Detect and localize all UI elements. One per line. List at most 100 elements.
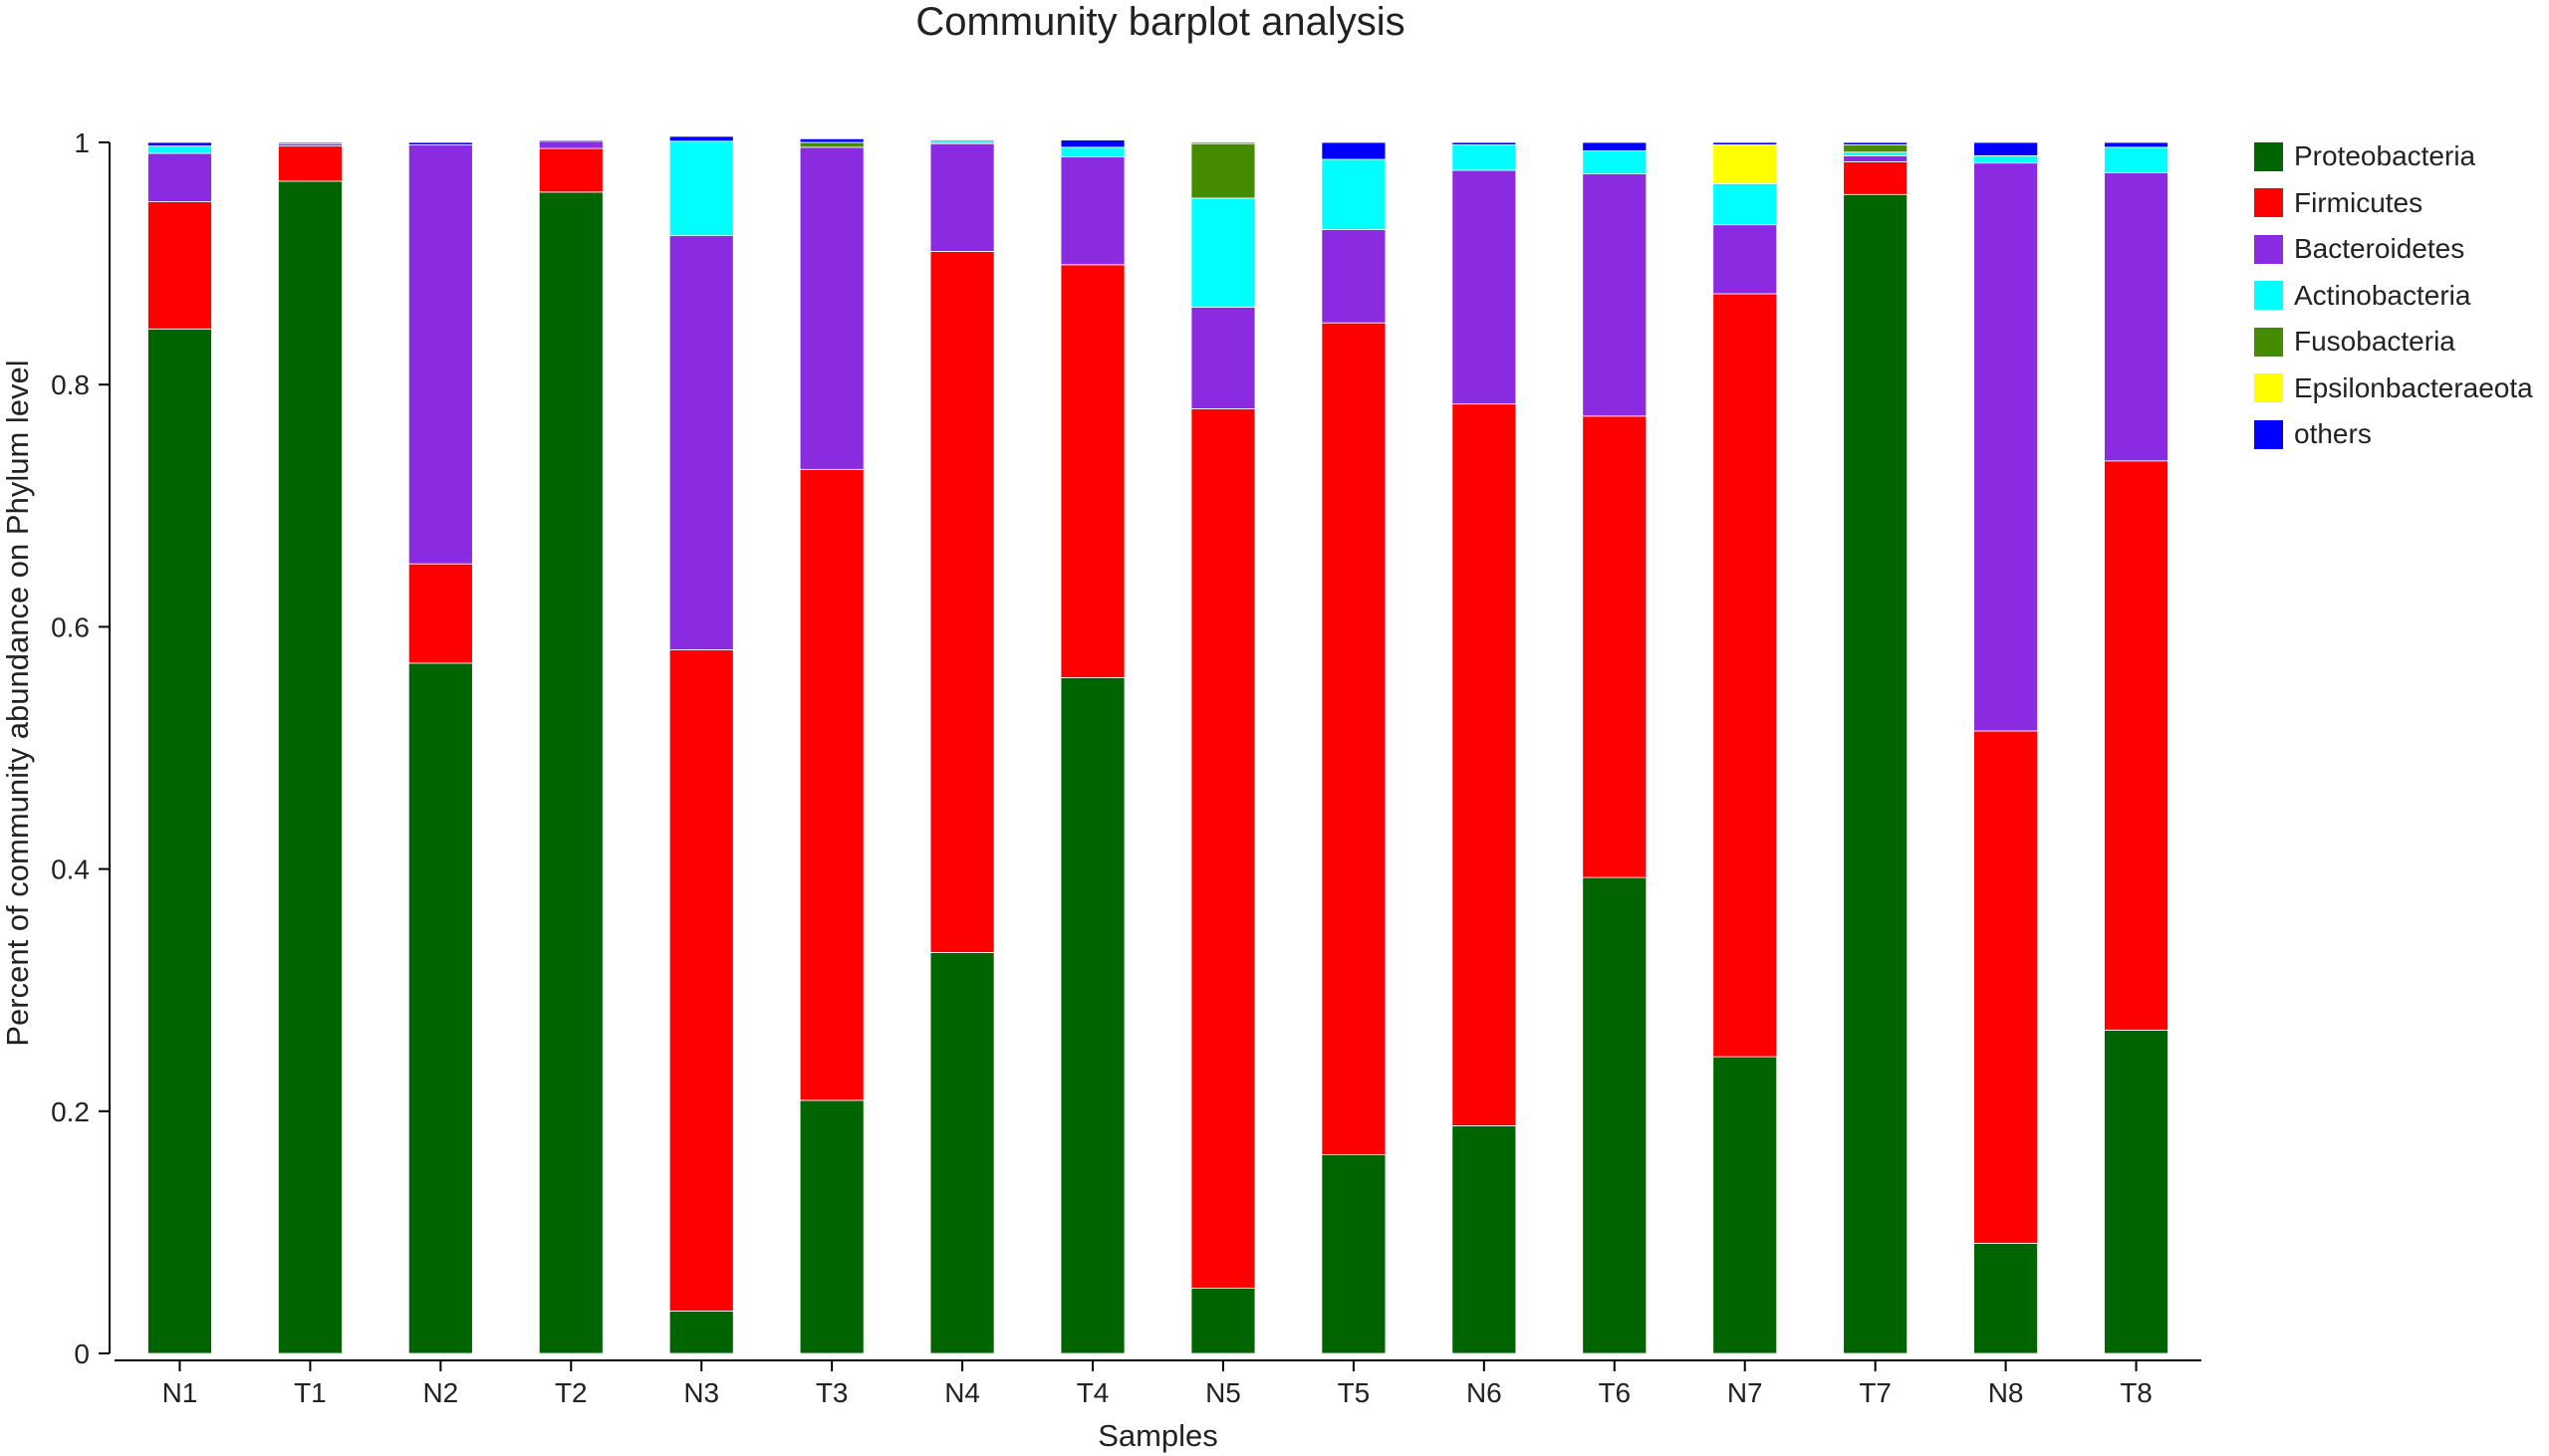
bar-segment-T6-firmicutes xyxy=(1582,415,1648,878)
legend-label: Epsilonbacteraeota xyxy=(2294,371,2533,403)
axes-group: 0 0.2 0.4 0.6 0.8 1 N1 T1 N2 T2 N3 T3 N4 T4 N5 T5 N6 T6 N7… xyxy=(51,127,2201,1408)
y-tick-label: 0.6 xyxy=(51,611,90,642)
bar-segment-N7-firmicutes xyxy=(1712,293,1778,1058)
legend-label: Proteobacteria xyxy=(2294,140,2476,172)
bar-segment-N8-actinobacteria xyxy=(1973,154,2038,164)
bar-segment-N6-others xyxy=(1451,141,1517,145)
bar-segment-T8-proteobacteria xyxy=(2104,1029,2168,1354)
bar-segment-N2-firmicutes xyxy=(407,563,473,664)
bar-segment-T3-proteobacteria xyxy=(799,1099,865,1354)
x-tick-label-N1: N1 xyxy=(162,1377,198,1408)
bar-segment-T1-others xyxy=(278,141,343,144)
x-tick-label-T4: T4 xyxy=(1077,1377,1110,1408)
bar-segment-N3-bacteroidetes xyxy=(668,235,734,650)
legend-label: Actinobacteria xyxy=(2294,279,2471,311)
bar-segment-N1-firmicutes xyxy=(147,201,212,330)
bar-segment-N3-actinobacteria xyxy=(668,140,734,237)
x-axis-label: Samples xyxy=(1098,1418,1218,1453)
legend-label: Bacteroidetes xyxy=(2294,233,2465,265)
legend-item-epsilonbacteraeota: Epsilonbacteraeota xyxy=(2254,365,2533,412)
bar-segment-T3-others xyxy=(799,137,865,143)
bar-segment-T4-actinobacteria xyxy=(1060,146,1126,157)
bar-segment-T7-bacteroidetes xyxy=(1843,154,1909,162)
bar-segment-T4-firmicutes xyxy=(1060,264,1126,678)
bar-segment-T7-others xyxy=(1843,141,1909,145)
x-tick-label-N7: N7 xyxy=(1727,1377,1763,1408)
x-tick-label-T5: T5 xyxy=(1338,1377,1371,1408)
bar-segment-T4-others xyxy=(1060,139,1126,148)
bar-segment-N4-bacteroidetes xyxy=(929,142,995,252)
x-tick-label-N3: N3 xyxy=(683,1377,719,1408)
bar-segment-N1-proteobacteria xyxy=(147,328,212,1354)
legend-label: Firmicutes xyxy=(2294,186,2423,218)
legend-label: others xyxy=(2294,418,2372,450)
y-axis-label: Percent of community abundance on Phylum… xyxy=(0,360,35,1047)
bar-segment-N5-fusobacteria xyxy=(1190,142,1256,199)
bar-segment-T8-bacteroidetes xyxy=(2104,171,2168,462)
x-tick-label-T6: T6 xyxy=(1598,1377,1631,1408)
bar-segment-T7-firmicutes xyxy=(1843,161,1909,195)
bar-segment-N6-firmicutes xyxy=(1451,403,1517,1126)
bar-segment-N5-actinobacteria xyxy=(1190,197,1256,308)
bar-segment-N7-others xyxy=(1712,141,1778,145)
bar-segment-T3-bacteroidetes xyxy=(799,146,865,470)
bar-segment-T6-actinobacteria xyxy=(1582,150,1648,175)
bar-segment-N3-others xyxy=(668,135,734,142)
bar-segment-N7-proteobacteria xyxy=(1712,1056,1778,1354)
bar-segment-N5-proteobacteria xyxy=(1190,1287,1256,1354)
bar-segment-N4-proteobacteria xyxy=(929,952,995,1354)
x-tick-label-T3: T3 xyxy=(816,1377,849,1408)
bar-segment-N2-others xyxy=(407,141,473,145)
x-tick-label-T2: T2 xyxy=(555,1377,588,1408)
x-tick-label-T7: T7 xyxy=(1859,1377,1892,1408)
bar-segment-T1-proteobacteria xyxy=(278,180,343,1354)
y-tick-label: 0.4 xyxy=(51,854,90,885)
legend-swatch xyxy=(2254,419,2283,449)
bar-segment-T4-proteobacteria xyxy=(1060,677,1126,1354)
legend-item-proteobacteria: Proteobacteria xyxy=(2254,133,2533,180)
legend-item-bacteroidetes: Bacteroidetes xyxy=(2254,226,2533,273)
bar-segment-T6-others xyxy=(1582,141,1648,151)
bar-segment-N4-firmicutes xyxy=(929,251,995,953)
bar-segment-N5-bacteroidetes xyxy=(1190,306,1256,409)
y-tick-label: 0.2 xyxy=(51,1096,90,1127)
bar-segment-N8-proteobacteria xyxy=(1973,1242,2038,1354)
legend-item-firmicutes: Firmicutes xyxy=(2254,180,2533,227)
x-tick-label-N4: N4 xyxy=(944,1377,980,1408)
bar-segment-N5-others xyxy=(1190,141,1256,144)
y-tick-label: 0.8 xyxy=(51,369,90,400)
bars-group xyxy=(147,135,2168,1354)
x-tick-label-T1: T1 xyxy=(294,1377,327,1408)
legend-swatch xyxy=(2254,281,2283,311)
bar-segment-T2-firmicutes xyxy=(538,147,604,193)
bar-segment-N1-others xyxy=(147,141,212,147)
bar-segment-N6-actinobacteria xyxy=(1451,144,1517,171)
bar-segment-T5-proteobacteria xyxy=(1321,1154,1387,1354)
bar-segment-T3-fusobacteria xyxy=(799,141,865,148)
bar-segment-T3-firmicutes xyxy=(799,468,865,1101)
bar-segment-N3-proteobacteria xyxy=(668,1311,734,1354)
legend-item-actinobacteria: Actinobacteria xyxy=(2254,273,2533,320)
x-tick-label-N6: N6 xyxy=(1466,1377,1502,1408)
x-tick-label-N2: N2 xyxy=(422,1377,458,1408)
bar-segment-N7-bacteroidetes xyxy=(1712,224,1778,295)
bar-segment-N6-bacteroidetes xyxy=(1451,169,1517,405)
x-tick-label-T8: T8 xyxy=(2120,1377,2153,1408)
bar-segment-T6-proteobacteria xyxy=(1582,876,1648,1354)
legend-item-others: others xyxy=(2254,411,2533,458)
legend-label: Fusobacteria xyxy=(2294,326,2455,358)
bar-segment-N1-actinobacteria xyxy=(147,145,212,154)
bar-segment-N2-proteobacteria xyxy=(407,662,473,1354)
bar-segment-N8-firmicutes xyxy=(1973,730,2038,1244)
bar-segment-N2-bacteroidetes xyxy=(407,144,473,565)
bar-segment-T7-actinobacteria xyxy=(1843,151,1909,156)
bar-segment-T7-fusobacteria xyxy=(1843,144,1909,153)
bar-segment-N5-firmicutes xyxy=(1190,408,1256,1289)
y-tick-label: 0 xyxy=(74,1338,90,1369)
bar-segment-N4-others xyxy=(929,139,995,142)
legend-item-fusobacteria: Fusobacteria xyxy=(2254,319,2533,365)
bar-segment-T8-actinobacteria xyxy=(2104,146,2168,173)
bar-segment-N8-others xyxy=(1973,141,2038,156)
